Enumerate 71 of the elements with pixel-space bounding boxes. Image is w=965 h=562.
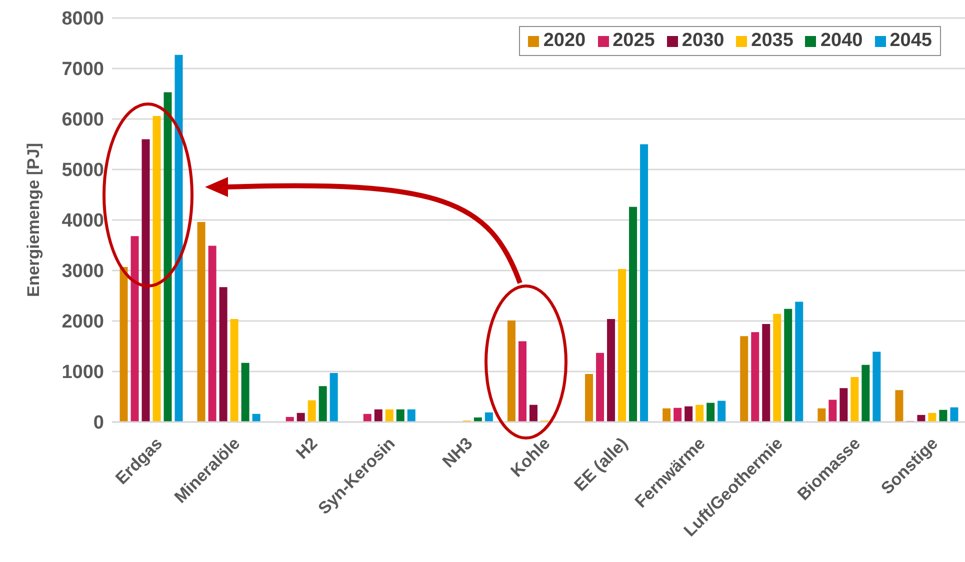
bar — [917, 414, 926, 422]
bar — [928, 412, 936, 422]
bar — [818, 408, 826, 422]
bar — [142, 139, 150, 422]
bar — [230, 318, 238, 422]
bar — [596, 352, 604, 422]
bar — [718, 400, 726, 422]
bar — [696, 404, 704, 422]
bar — [872, 352, 881, 422]
bar — [950, 407, 958, 422]
legend-label: 2040 — [819, 30, 863, 52]
bar — [507, 320, 516, 422]
bar — [795, 302, 804, 422]
bar — [684, 406, 693, 422]
bar — [784, 308, 792, 422]
bar — [152, 116, 161, 422]
bar — [840, 388, 848, 422]
y-tick-label: 4000 — [62, 210, 104, 232]
bar — [208, 246, 216, 422]
y-tick-label: 1000 — [62, 362, 104, 384]
bar — [607, 318, 616, 422]
y-axis-title: Energiemenge [PJ] — [24, 143, 44, 297]
legend-label: 2025 — [612, 30, 655, 52]
bar — [164, 92, 172, 422]
y-tick-label: 0 — [93, 412, 104, 434]
bar — [407, 409, 416, 422]
bar — [939, 410, 948, 422]
bar — [518, 341, 526, 422]
y-tick-label: 3000 — [62, 261, 104, 282]
y-tick-label: 5000 — [62, 160, 104, 182]
bar — [640, 144, 648, 422]
y-tick-label: 2000 — [62, 312, 104, 333]
bar — [773, 314, 782, 422]
y-tick-label: 7000 — [62, 59, 104, 80]
legend-label: 2030 — [680, 30, 724, 52]
bar — [396, 409, 404, 422]
bar — [130, 236, 139, 422]
bar — [850, 377, 859, 422]
bar — [585, 374, 594, 422]
bar — [330, 373, 338, 422]
legend-label: 2035 — [750, 30, 794, 52]
bar — [296, 412, 305, 422]
bar — [120, 266, 128, 422]
bar — [197, 222, 206, 422]
bar — [385, 409, 394, 422]
bar — [674, 408, 682, 422]
bar — [862, 364, 870, 422]
x-tick-label: H2 — [292, 434, 322, 463]
bar — [740, 336, 748, 422]
y-tick-label: 8000 — [62, 8, 104, 30]
bar — [363, 414, 372, 422]
bar — [219, 287, 228, 422]
bar — [895, 390, 904, 422]
bar — [308, 400, 316, 422]
bar — [762, 324, 770, 422]
bar — [751, 332, 760, 422]
bar — [252, 414, 260, 422]
bar — [374, 409, 382, 422]
bar — [618, 268, 626, 422]
y-tick-label: 6000 — [62, 110, 104, 131]
legend-label: 2020 — [542, 30, 586, 52]
legend-label: 2045 — [888, 30, 932, 52]
bar — [629, 206, 638, 422]
bar — [174, 54, 183, 422]
bar — [706, 402, 715, 422]
bar — [662, 408, 671, 422]
bar — [241, 362, 250, 422]
bar — [828, 400, 837, 422]
bar — [529, 404, 538, 422]
bar — [484, 412, 493, 422]
bar — [318, 386, 327, 422]
